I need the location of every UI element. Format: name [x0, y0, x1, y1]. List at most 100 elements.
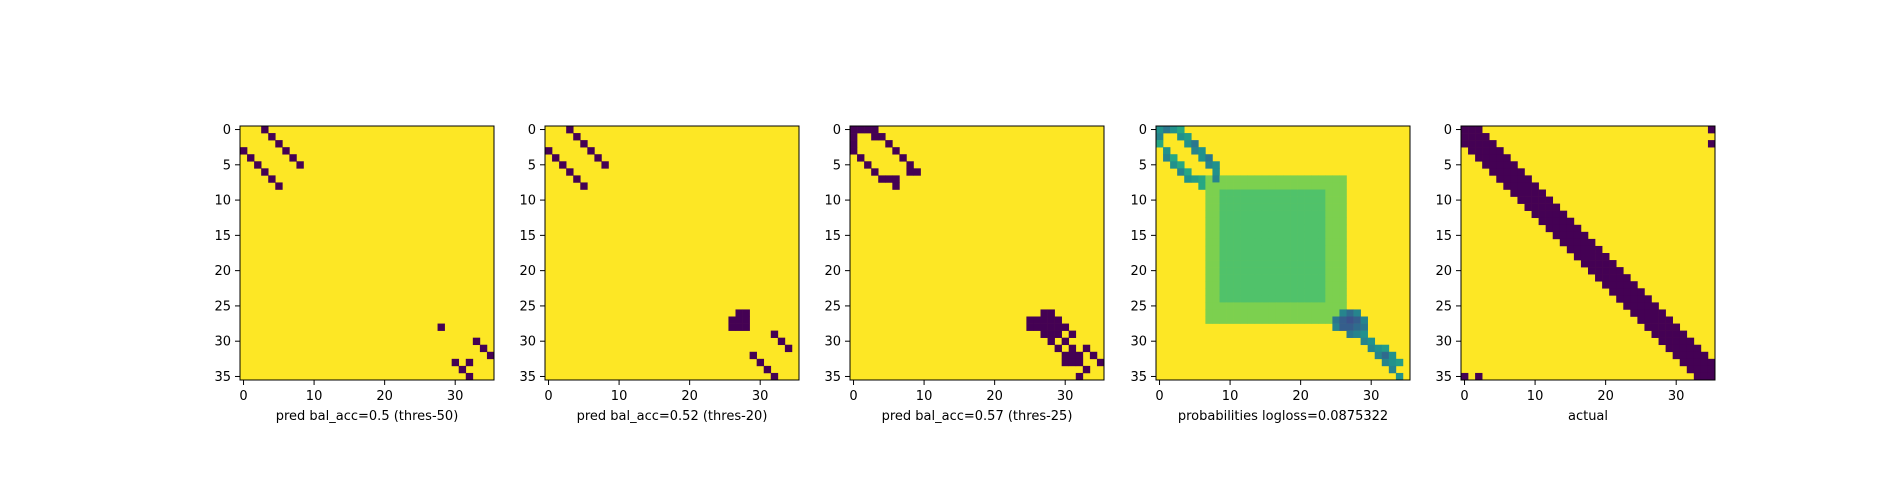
heatmap-cell	[282, 147, 290, 155]
heatmap-cell	[1290, 175, 1298, 183]
heatmap-cell	[1489, 168, 1497, 176]
heatmap-panel-1: 0 10 20 30 0 5 10 15 20 25 30 35 pred bal_acc=0.5 (t…	[214, 123, 495, 424]
heatmap-cell	[1517, 196, 1525, 204]
heatmap-cell	[1297, 210, 1305, 219]
heatmap-cell	[1630, 281, 1638, 289]
heatmap-cell	[1339, 210, 1347, 219]
heatmap-cell	[1395, 358, 1404, 367]
heatmap-cell	[1461, 372, 1469, 381]
heatmap-cell	[1212, 302, 1220, 310]
heatmap-cell	[1219, 274, 1227, 282]
heatmap-cell	[1651, 316, 1659, 324]
heatmap-cell	[1240, 309, 1249, 317]
heatmap-cell	[1524, 182, 1532, 190]
x-tick-label: 30	[752, 389, 769, 404]
heatmap-cell	[1254, 267, 1263, 275]
heatmap-cell	[1360, 330, 1368, 338]
heatmap-cell	[1240, 217, 1249, 226]
heatmap-cell	[1325, 196, 1333, 204]
y-tick-label: 0	[1139, 123, 1147, 138]
heatmap-cell	[1212, 309, 1220, 317]
heatmap-cell	[1325, 281, 1333, 289]
heatmap-cell	[1219, 203, 1227, 211]
heatmap-cell	[1283, 203, 1291, 211]
heatmap-cell	[1679, 358, 1688, 367]
heatmap-cell	[1482, 133, 1490, 141]
heatmap-cell	[1261, 281, 1270, 289]
heatmap-cell	[1247, 231, 1256, 240]
heatmap-cell	[1325, 302, 1333, 310]
heatmap-cell	[268, 175, 276, 183]
heatmap-cell	[1524, 175, 1532, 183]
heatmap-cell	[1240, 203, 1249, 211]
heatmap-cell	[1177, 126, 1185, 134]
heatmap-cell	[1318, 196, 1326, 204]
heatmap-cell	[1332, 288, 1340, 296]
heatmap-cell	[1609, 281, 1617, 289]
heatmap-cell	[906, 168, 914, 176]
x-tick-label: 30	[1363, 389, 1380, 404]
heatmap-cell	[1205, 189, 1213, 197]
x-tick-label: 10	[1222, 389, 1239, 404]
heatmap-cell	[1304, 245, 1312, 254]
heatmap-cell	[1318, 210, 1326, 219]
heatmap-cell	[1311, 295, 1319, 303]
heatmap-cell	[1254, 238, 1263, 247]
heatmap-cell	[1588, 245, 1596, 254]
heatmap-cell	[1475, 126, 1483, 134]
heatmap-cell	[1247, 189, 1256, 197]
heatmap-cell	[1283, 274, 1291, 282]
heatmap-cell	[1233, 196, 1241, 204]
heatmap-cell	[1261, 189, 1270, 197]
heatmap-cell	[1247, 288, 1256, 296]
heatmap-cell	[1381, 358, 1390, 367]
heatmap-cell	[1332, 231, 1340, 240]
heatmap-cell	[756, 358, 765, 367]
heatmap-cell	[1332, 295, 1340, 303]
y-tick-label: 5	[833, 158, 841, 173]
heatmap-cell	[906, 161, 914, 169]
heatmap-cell	[1339, 203, 1347, 211]
heatmap-cell	[1096, 358, 1105, 367]
heatmap-cell	[1205, 196, 1213, 204]
heatmap-cell	[1325, 189, 1333, 197]
heatmap-cell	[1026, 323, 1034, 331]
heatmap-cell	[1602, 267, 1610, 275]
heatmap-cell	[1156, 133, 1164, 141]
heatmap-cell	[892, 175, 900, 183]
heatmap-cell	[1268, 196, 1277, 204]
heatmap-cell	[1156, 126, 1164, 134]
heatmap-cell	[1658, 330, 1666, 338]
heatmap-cell	[1283, 288, 1291, 296]
heatmap-cell	[1461, 140, 1469, 148]
heatmap-cell	[1247, 238, 1256, 247]
axes-frame	[544, 125, 800, 381]
heatmap-cell	[1531, 182, 1539, 190]
heatmap-cell	[1339, 253, 1347, 261]
heatmap-cell	[1283, 231, 1291, 240]
heatmap-cell	[1374, 351, 1383, 360]
heatmap-cell	[1261, 182, 1270, 190]
x-tick-label: 0	[544, 389, 552, 404]
heatmap-cell	[1191, 140, 1199, 148]
heatmap-cell	[1573, 238, 1582, 247]
heatmap-cell	[1510, 189, 1518, 197]
heatmap-cell	[857, 126, 865, 134]
heatmap-cell	[1538, 217, 1546, 226]
heatmap-cell	[1233, 316, 1241, 324]
y-tick-label: 25	[214, 299, 231, 314]
heatmap-cell	[1219, 245, 1227, 254]
heatmap-cell	[1311, 217, 1319, 226]
heatmap-cell	[1226, 231, 1234, 240]
heatmap-cell	[1588, 238, 1596, 247]
heatmap-cell	[1290, 203, 1298, 211]
heatmap-background	[240, 126, 494, 380]
heatmap-cell	[1205, 316, 1213, 324]
heatmap-cell	[1212, 196, 1220, 204]
heatmap-cell	[1381, 344, 1390, 353]
heatmap-cell	[1496, 175, 1504, 183]
heatmap-cell	[1679, 351, 1688, 360]
heatmap-cell	[479, 344, 488, 353]
heatmap-cell	[1219, 295, 1227, 303]
heatmap-cell	[580, 182, 588, 190]
